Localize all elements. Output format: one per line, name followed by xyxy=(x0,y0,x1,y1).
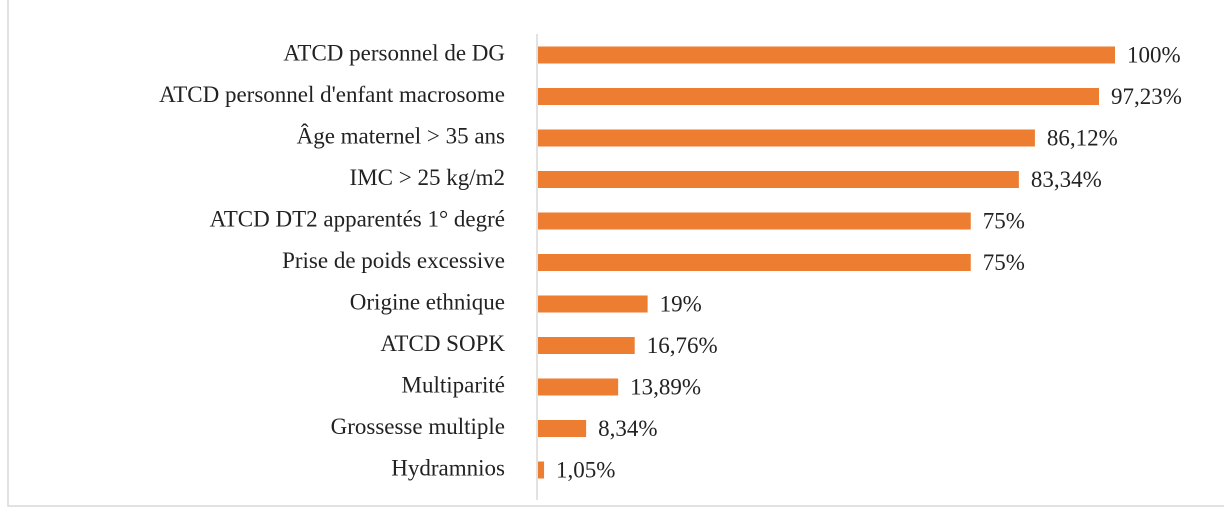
bar xyxy=(538,378,619,396)
category-label: ATCD personnel d'enfant macrosome xyxy=(159,82,505,107)
bar xyxy=(538,129,1035,147)
value-label: 86,12% xyxy=(1047,125,1118,150)
chart-frame xyxy=(7,0,1224,507)
category-label: ATCD DT2 apparentés 1° degré xyxy=(210,206,505,231)
category-label: Âge maternel > 35 ans xyxy=(297,123,505,148)
value-label: 97,23% xyxy=(1111,84,1182,109)
bar xyxy=(538,420,587,437)
value-label: 1,05% xyxy=(556,457,615,482)
category-label: Prise de poids excessive xyxy=(282,248,505,273)
value-label: 13,89% xyxy=(630,374,701,399)
category-label: Grossesse multiple xyxy=(331,414,505,439)
bar xyxy=(538,295,648,313)
bar xyxy=(538,171,1019,188)
value-label: 19% xyxy=(660,291,702,316)
category-label: Multiparité xyxy=(402,372,505,397)
value-label: 75% xyxy=(983,250,1025,275)
value-label: 83,34% xyxy=(1031,167,1102,192)
value-label: 16,76% xyxy=(647,333,718,358)
value-label: 100% xyxy=(1127,42,1181,67)
category-label: ATCD personnel de DG xyxy=(283,40,505,65)
bar xyxy=(538,254,971,271)
bar xyxy=(538,461,545,479)
bar xyxy=(538,212,971,230)
category-label: ATCD SOPK xyxy=(380,331,505,356)
bar xyxy=(538,88,1100,105)
category-label: IMC > 25 kg/m2 xyxy=(350,165,505,190)
bar xyxy=(538,46,1115,64)
bar xyxy=(538,337,635,354)
category-label: Origine ethnique xyxy=(350,289,505,314)
value-label: 8,34% xyxy=(598,416,657,441)
value-label: 75% xyxy=(983,208,1025,233)
category-label: Hydramnios xyxy=(391,455,505,480)
